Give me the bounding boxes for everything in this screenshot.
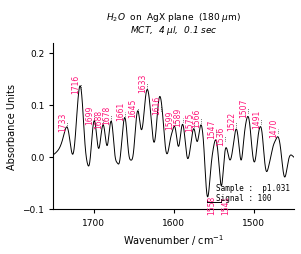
Text: 1633: 1633 [138, 73, 147, 92]
Text: 1616: 1616 [152, 96, 161, 115]
Text: 1541: 1541 [221, 195, 230, 214]
Text: 1507: 1507 [239, 98, 248, 117]
Text: 1733: 1733 [58, 112, 67, 131]
Text: $H_2O$  on  AgX plane  (180 $\mu$m): $H_2O$ on AgX plane (180 $\mu$m) [106, 10, 241, 23]
Text: 1716: 1716 [72, 74, 81, 93]
Text: 1491: 1491 [252, 109, 261, 129]
Text: 1547: 1547 [207, 120, 216, 139]
Text: 1599: 1599 [166, 110, 175, 130]
Text: MCT,  4 $\mu$$l$,  0.1 sec: MCT, 4 $\mu$$l$, 0.1 sec [130, 24, 218, 37]
Text: 1699: 1699 [85, 105, 94, 124]
Text: 1678: 1678 [102, 105, 111, 124]
Text: 1470: 1470 [269, 119, 278, 138]
X-axis label: Wavenumber / cm$^{-1}$: Wavenumber / cm$^{-1}$ [123, 232, 224, 247]
Text: 1661: 1661 [116, 102, 125, 121]
Text: 1566: 1566 [192, 108, 201, 128]
Text: 1536: 1536 [216, 126, 225, 145]
Text: 1558: 1558 [207, 195, 216, 214]
Text: 1645: 1645 [129, 98, 138, 117]
Text: 1688: 1688 [94, 109, 103, 128]
Text: 1589: 1589 [174, 108, 182, 127]
Text: 1575: 1575 [185, 112, 194, 131]
Text: 1522: 1522 [227, 112, 236, 131]
Text: Sample :  p1.031
Signal : 100: Sample : p1.031 Signal : 100 [216, 183, 290, 202]
Y-axis label: Absorbance Units: Absorbance Units [7, 83, 17, 169]
